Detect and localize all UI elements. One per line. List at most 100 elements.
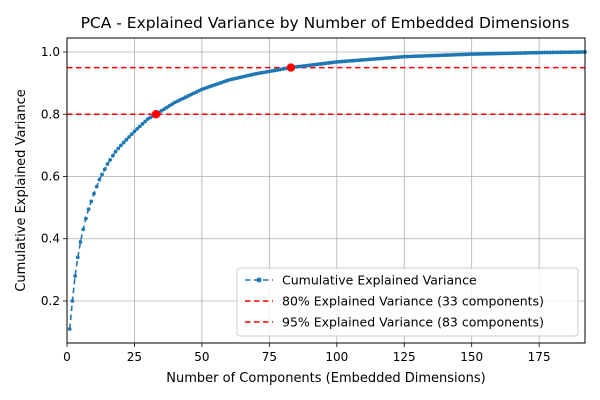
y-axis-label: Cumulative Explained Variance bbox=[14, 89, 29, 291]
data-point bbox=[75, 255, 80, 260]
data-point bbox=[164, 105, 169, 110]
axis-ticks: 0 25 50 75 100 125 150 175 0.2 0.4 0.6 0.8 1.0 bbox=[41, 45, 551, 364]
data-point bbox=[369, 57, 374, 62]
y-tick-label: 0.2 bbox=[41, 294, 60, 308]
data-point bbox=[545, 50, 550, 55]
legend-marker bbox=[256, 277, 262, 283]
data-point bbox=[572, 50, 577, 55]
data-point bbox=[488, 51, 493, 56]
data-point bbox=[469, 52, 474, 57]
data-point bbox=[539, 50, 544, 55]
data-point bbox=[504, 51, 509, 56]
x-axis-label: Number of Components (Embedded Dimension… bbox=[166, 371, 485, 386]
threshold-markers bbox=[151, 63, 296, 119]
data-point bbox=[523, 51, 528, 55]
data-point bbox=[464, 52, 469, 57]
data-point bbox=[526, 50, 531, 55]
data-point bbox=[553, 50, 558, 55]
data-point bbox=[402, 54, 407, 59]
data-point bbox=[467, 52, 471, 57]
data-point bbox=[510, 51, 515, 56]
data-point bbox=[491, 51, 496, 56]
data-point bbox=[410, 54, 415, 59]
data-point bbox=[345, 59, 350, 64]
data-point bbox=[372, 57, 377, 61]
data-point bbox=[340, 59, 345, 64]
data-point bbox=[521, 51, 525, 55]
data-point bbox=[127, 135, 131, 139]
data-point bbox=[121, 140, 126, 145]
data-point bbox=[440, 53, 444, 58]
data-point bbox=[580, 50, 585, 54]
data-point bbox=[70, 299, 75, 303]
threshold-lines bbox=[67, 66, 585, 115]
data-point bbox=[124, 137, 129, 142]
data-point bbox=[73, 274, 77, 278]
data-point bbox=[415, 54, 420, 59]
data-point bbox=[534, 50, 539, 55]
data-point bbox=[105, 162, 110, 166]
data-point bbox=[386, 56, 390, 60]
data-point bbox=[461, 52, 466, 57]
data-point bbox=[86, 207, 91, 212]
data-point bbox=[499, 51, 504, 56]
data-point bbox=[448, 53, 452, 57]
data-point bbox=[558, 50, 563, 55]
data-point bbox=[515, 51, 520, 56]
data-point bbox=[566, 50, 571, 55]
data-point bbox=[564, 50, 569, 55]
data-point bbox=[388, 55, 393, 60]
data-point bbox=[494, 51, 498, 56]
y-tick-label: 0.4 bbox=[41, 232, 60, 246]
data-point bbox=[413, 54, 417, 59]
data-point bbox=[453, 52, 458, 57]
legend: Cumulative Explained Variance 80% Explain… bbox=[236, 267, 579, 337]
data-point bbox=[102, 167, 107, 172]
data-point bbox=[361, 57, 366, 62]
data-point bbox=[556, 50, 560, 55]
plot-frame bbox=[66, 37, 586, 344]
data-point bbox=[170, 102, 175, 107]
data-point bbox=[337, 59, 342, 64]
data-point bbox=[137, 124, 142, 129]
x-tick-label: 150 bbox=[460, 350, 483, 364]
data-point bbox=[550, 50, 555, 55]
data-point bbox=[334, 60, 339, 64]
legend-label: 95% Explained Variance (83 components) bbox=[282, 315, 544, 330]
data-point bbox=[129, 132, 134, 137]
data-point bbox=[143, 119, 148, 124]
data-point bbox=[512, 51, 517, 56]
data-point bbox=[483, 51, 488, 56]
data-point bbox=[351, 58, 355, 63]
data-point bbox=[542, 50, 547, 55]
legend-label: Cumulative Explained Variance bbox=[282, 273, 477, 288]
data-point bbox=[426, 53, 431, 58]
data-point bbox=[432, 53, 436, 58]
legend-box bbox=[236, 267, 579, 337]
data-point bbox=[480, 52, 485, 56]
data-point bbox=[548, 50, 552, 55]
threshold-marker bbox=[286, 63, 296, 72]
data-point bbox=[100, 172, 104, 177]
data-point bbox=[167, 103, 172, 108]
x-tick-label: 125 bbox=[393, 350, 416, 364]
data-point bbox=[116, 146, 121, 151]
data-point bbox=[507, 51, 512, 56]
x-tick-label: 25 bbox=[127, 350, 142, 364]
data-point bbox=[561, 50, 566, 55]
data-point bbox=[97, 177, 102, 182]
data-point bbox=[67, 327, 72, 331]
data-point bbox=[89, 199, 94, 204]
legend-label: 80% Explained Variance (33 components) bbox=[282, 294, 544, 309]
data-point bbox=[83, 216, 88, 221]
data-point bbox=[437, 53, 442, 58]
data-point bbox=[110, 153, 115, 158]
data-point bbox=[450, 52, 455, 57]
data-point bbox=[531, 50, 536, 55]
x-tick-label: 0 bbox=[63, 350, 71, 364]
data-point bbox=[421, 54, 426, 58]
data-point bbox=[575, 50, 579, 55]
data-point bbox=[159, 108, 164, 113]
data-point bbox=[81, 227, 86, 232]
